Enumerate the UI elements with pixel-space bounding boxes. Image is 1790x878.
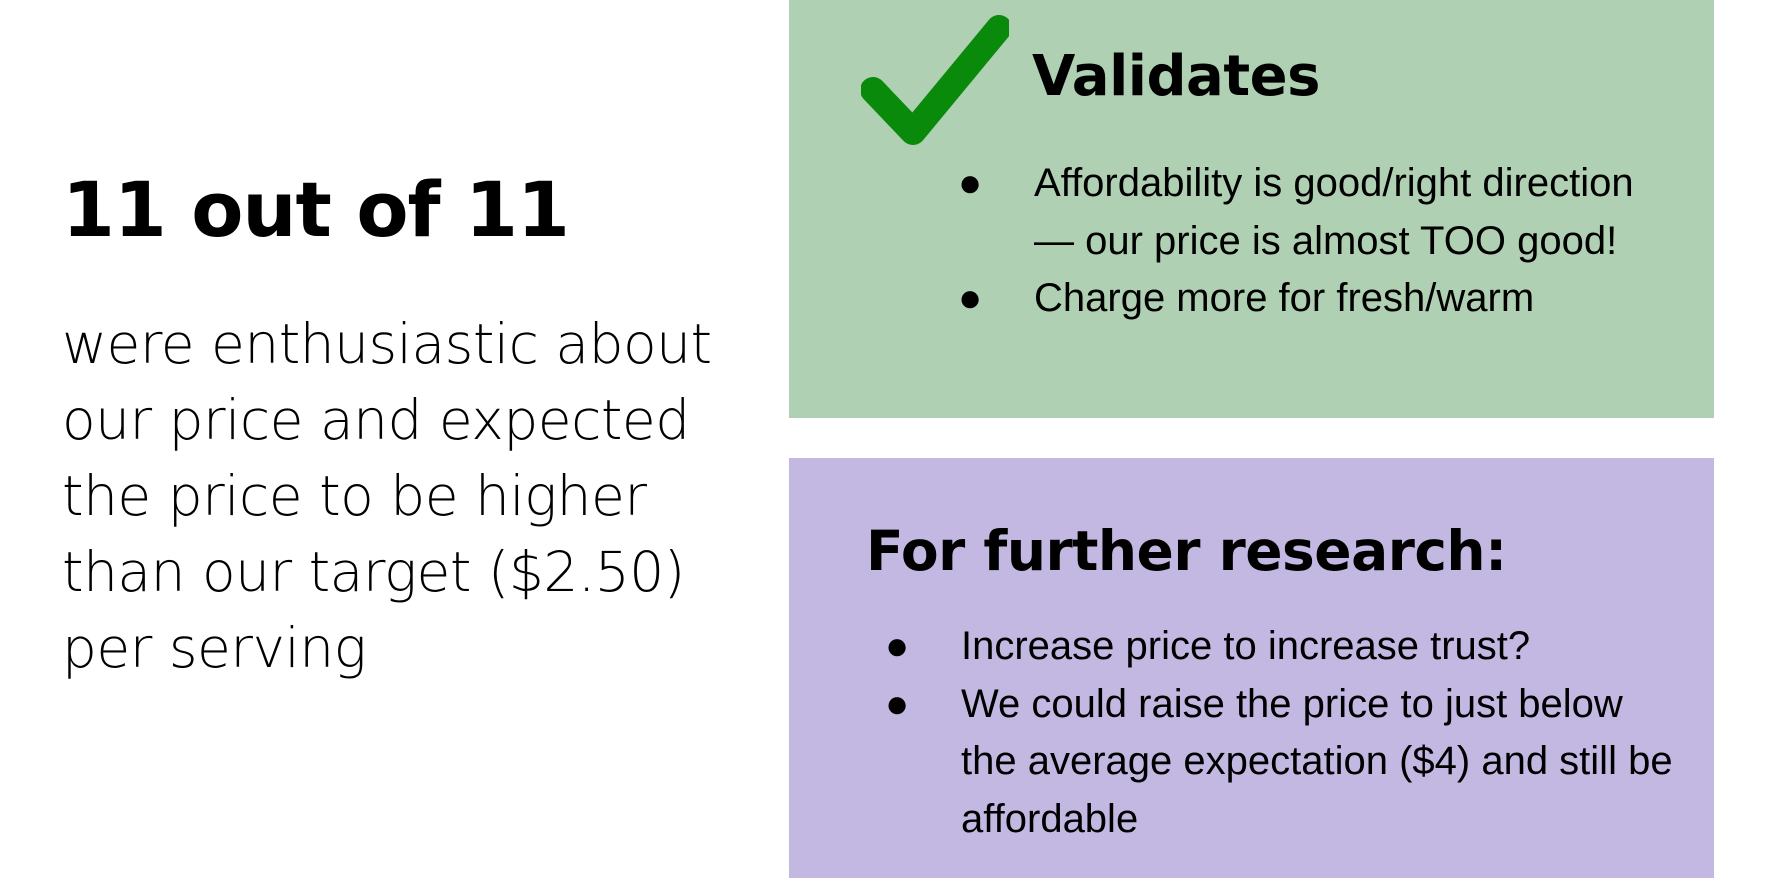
list-item: ● We could raise the price to just below… [885,676,1685,849]
further-research-list: ● Increase price to increase trust? ● We… [885,618,1685,848]
list-item: ● Charge more for fresh/warm [958,270,1678,328]
list-item-text: Increase price to increase trust? [961,624,1531,668]
bullet-icon: ● [885,681,910,726]
further-research-heading: For further research: [866,519,1507,583]
bullet-icon: ● [958,161,983,205]
bullet-icon: ● [958,276,983,320]
further-research-panel: For further research: ● Increase price t… [789,458,1714,878]
headline-description: were enthusiastic about our price and ex… [62,312,712,680]
headline-stat: 11 out of 11 [62,165,570,254]
list-item: ● Affordability is good/right direction … [958,155,1678,270]
list-item: ● Increase price to increase trust? [885,618,1685,676]
validates-list: ● Affordability is good/right direction … [958,155,1678,328]
list-item-text: Charge more for fresh/warm [1034,276,1535,320]
bullet-icon: ● [885,624,910,668]
list-item-text: Affordability is good/right direction — … [1034,161,1634,263]
validates-heading: Validates [1032,44,1320,109]
checkmark-icon [861,15,1009,145]
list-item-text: We could raise the price to just below t… [961,681,1673,841]
validates-panel: Validates ● Affordability is good/right … [789,0,1714,418]
